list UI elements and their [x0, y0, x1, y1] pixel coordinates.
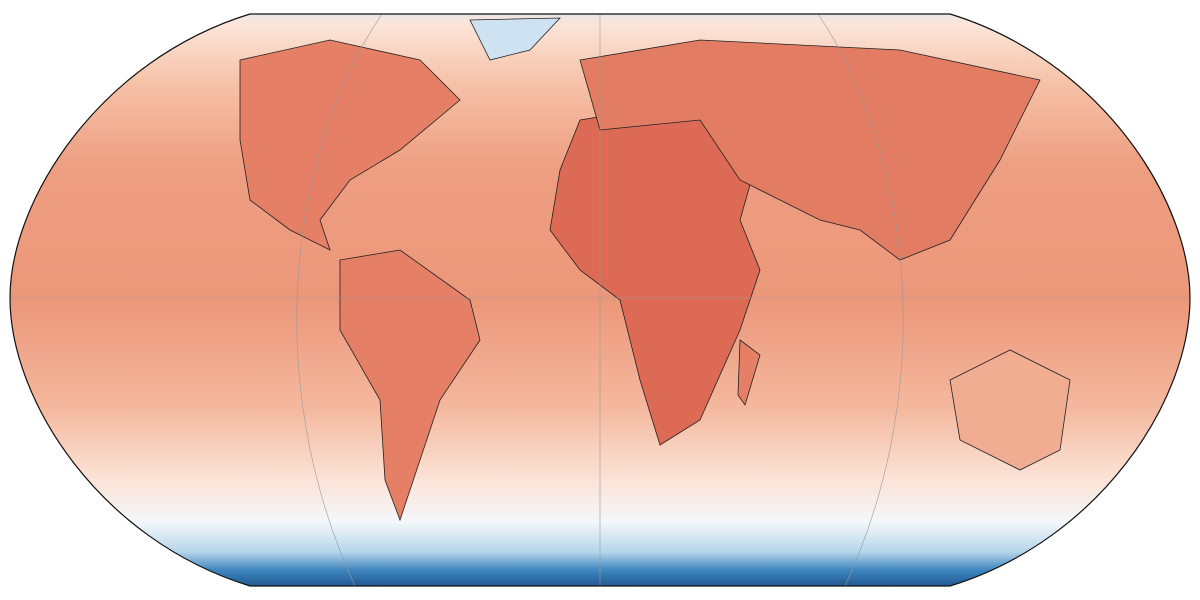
- australia: [949, 349, 1071, 471]
- north-america: [239, 39, 461, 251]
- meridian: [817, 14, 904, 586]
- meridian: [296, 14, 383, 586]
- continents: [239, 17, 1071, 522]
- map-border: [9, 13, 1191, 587]
- eurasia: [579, 39, 1041, 261]
- south-america: [339, 249, 481, 522]
- graticule: [10, 14, 1190, 586]
- madagascar: [737, 339, 761, 406]
- greenland: [469, 17, 561, 61]
